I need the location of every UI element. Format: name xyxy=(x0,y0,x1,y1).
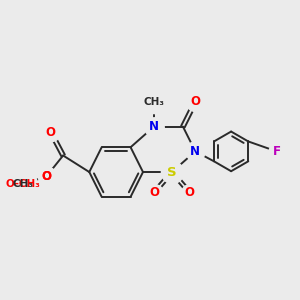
Text: O: O xyxy=(42,170,52,183)
Text: N: N xyxy=(190,145,200,158)
Text: O–CH₃: O–CH₃ xyxy=(6,179,41,189)
Text: O: O xyxy=(185,186,195,199)
Text: O: O xyxy=(190,95,200,108)
Text: CH₃: CH₃ xyxy=(143,97,164,107)
Text: O: O xyxy=(149,186,159,199)
Text: CH₃: CH₃ xyxy=(13,179,34,189)
Text: O: O xyxy=(42,170,52,183)
Text: S: S xyxy=(167,166,177,178)
Text: O: O xyxy=(46,126,56,139)
Text: N: N xyxy=(149,120,159,133)
Text: F: F xyxy=(273,145,280,158)
